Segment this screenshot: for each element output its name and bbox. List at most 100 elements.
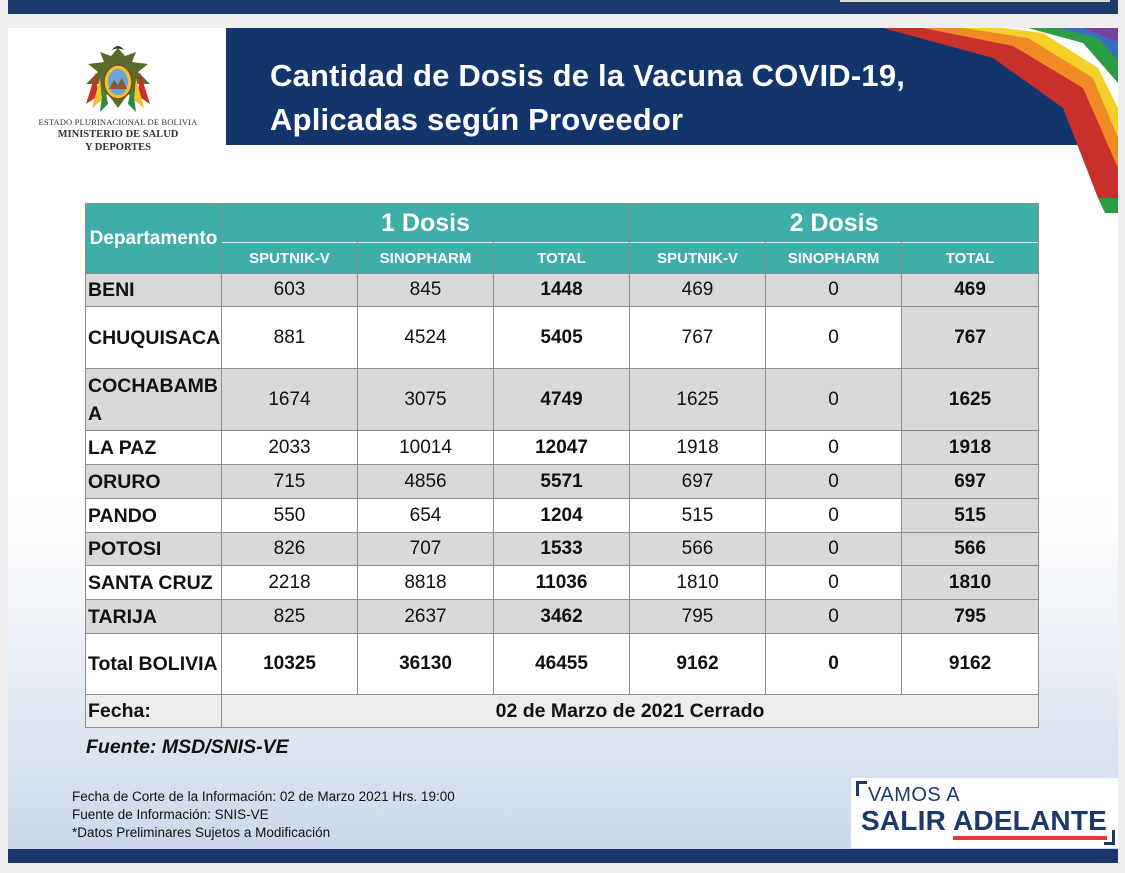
cell-d2-sinopharm: 0 <box>765 532 903 566</box>
page-title: Cantidad de Dosis de la Vacuna COVID-19,… <box>270 58 906 137</box>
footnotes: Fecha de Corte de la Información: 02 de … <box>72 788 455 842</box>
top-bar-notch <box>840 0 1110 2</box>
department-name: LA PAZ <box>85 430 222 465</box>
cell-d1-total: 3462 <box>492 599 631 634</box>
total-row: Total BOLIVIA 10325 36130 46455 9162 0 9… <box>85 633 1040 695</box>
cell-d1-sinopharm: 3075 <box>357 368 494 431</box>
subheader-d1-total: TOTAL <box>492 242 631 274</box>
cell-d1-sputnik: 1674 <box>221 368 358 431</box>
table-row: BENI 603 845 1448 469 0 469 <box>85 273 1040 307</box>
subheader-d1-sputnik: SPUTNIK-V <box>221 242 358 274</box>
total-d2-sinopharm: 0 <box>765 633 903 695</box>
cell-d2-sinopharm: 0 <box>765 306 903 369</box>
subheader-d2-sinopharm: SINOPHARM <box>765 242 903 274</box>
date-value: 02 de Marzo de 2021 Cerrado <box>220 694 1040 728</box>
bracket-icon <box>1104 830 1115 845</box>
top-bar <box>8 0 1118 14</box>
cell-d1-sputnik: 881 <box>221 306 358 369</box>
source-caption: Fuente: MSD/SNIS-VE <box>86 736 289 758</box>
bottom-stripe <box>8 849 1118 863</box>
cell-d2-total: 566 <box>901 532 1040 566</box>
cell-d2-sputnik: 795 <box>629 599 767 634</box>
table-row: POTOSI 826 707 1533 566 0 566 <box>85 532 1040 566</box>
table-row: CHUQUISACA 881 4524 5405 767 0 767 <box>85 306 1040 369</box>
total-d2-sputnik: 9162 <box>629 633 767 695</box>
cell-d1-sputnik: 826 <box>221 532 358 566</box>
table-row: SANTA CRUZ 2218 8818 11036 1810 0 1810 <box>85 565 1040 600</box>
subheader-d2-total: TOTAL <box>901 242 1040 274</box>
cell-d1-sinopharm: 8818 <box>357 565 494 600</box>
logo-ministry-name-2: Y DEPORTES <box>84 142 152 153</box>
department-name: COCHABAMBA <box>85 368 222 431</box>
cell-d2-sputnik: 1810 <box>629 565 767 600</box>
campaign-line1: VAMOS A <box>868 784 961 806</box>
table-row: PANDO 550 654 1204 515 0 515 <box>85 498 1040 533</box>
campaign-logo: VAMOS A SALIR ADELANTE <box>851 778 1118 848</box>
cell-d1-total: 4749 <box>492 368 631 431</box>
cell-d2-sinopharm: 0 <box>765 368 903 431</box>
slide: ESTADO PLURINACIONAL DE BOLIVIA MINISTER… <box>8 28 1118 863</box>
cell-d1-total: 1204 <box>492 498 631 533</box>
footnote-disclaimer: *Datos Preliminares Sujetos a Modificaci… <box>72 825 331 840</box>
table-row: LA PAZ 2033 10014 12047 1918 0 1918 <box>85 430 1040 465</box>
subheader-d2-sputnik: SPUTNIK-V <box>629 242 767 274</box>
cell-d2-total: 697 <box>901 464 1040 499</box>
campaign-word-salir: SALIR <box>861 805 953 836</box>
first-dose-header: 1 Dosis <box>220 203 631 243</box>
total-d1-total: 46455 <box>492 633 631 695</box>
vaccine-doses-table: Departamento 1 Dosis 2 Dosis SPUTNIK-V S… <box>85 203 1040 728</box>
cell-d1-sinopharm: 10014 <box>357 430 494 465</box>
cell-d1-total: 11036 <box>492 565 631 600</box>
cell-d2-sputnik: 767 <box>629 306 767 369</box>
subheader-d1-sinopharm: SINOPHARM <box>357 242 494 274</box>
cell-d1-sinopharm: 707 <box>357 532 494 566</box>
second-dose-header: 2 Dosis <box>629 203 1040 243</box>
cell-d2-total: 1810 <box>901 565 1040 600</box>
cell-d1-sputnik: 603 <box>221 273 358 307</box>
cell-d2-sputnik: 697 <box>629 464 767 499</box>
logo-state-name: ESTADO PLURINACIONAL DE BOLIVIA <box>38 117 198 127</box>
cell-d2-total: 767 <box>901 306 1040 369</box>
table-row: TARIJA 825 2637 3462 795 0 795 <box>85 599 1040 634</box>
department-name: ORURO <box>85 464 222 499</box>
cell-d1-sputnik: 715 <box>221 464 358 499</box>
cell-d1-total: 5571 <box>492 464 631 499</box>
cell-d2-sinopharm: 0 <box>765 430 903 465</box>
cell-d1-total: 1448 <box>492 273 631 307</box>
cell-d1-sinopharm: 4524 <box>357 306 494 369</box>
cell-d2-sinopharm: 0 <box>765 565 903 600</box>
date-row: Fecha: 02 de Marzo de 2021 Cerrado <box>85 694 1040 728</box>
cell-d1-sinopharm: 845 <box>357 273 494 307</box>
cell-d1-total: 12047 <box>492 430 631 465</box>
bracket-icon <box>856 781 867 796</box>
cell-d2-sinopharm: 0 <box>765 273 903 307</box>
cell-d2-sinopharm: 0 <box>765 464 903 499</box>
cell-d1-sputnik: 2033 <box>221 430 358 465</box>
table-row: COCHABAMBA 1674 3075 4749 1625 0 1625 <box>85 368 1040 431</box>
cell-d1-sputnik: 550 <box>221 498 358 533</box>
total-d1-sputnik: 10325 <box>221 633 358 695</box>
cell-d1-sinopharm: 654 <box>357 498 494 533</box>
ministry-logo: ESTADO PLURINACIONAL DE BOLIVIA MINISTER… <box>8 28 226 178</box>
cell-d1-sputnik: 825 <box>221 599 358 634</box>
cell-d2-sinopharm: 0 <box>765 599 903 634</box>
cell-d2-sputnik: 1918 <box>629 430 767 465</box>
cell-d1-sputnik: 2218 <box>221 565 358 600</box>
cell-d2-sputnik: 469 <box>629 273 767 307</box>
footnote-cutoff-date: Fecha de Corte de la Información: 02 de … <box>72 789 455 804</box>
cell-d1-total: 1533 <box>492 532 631 566</box>
total-d2-total: 9162 <box>901 633 1040 695</box>
cell-d2-sinopharm: 0 <box>765 498 903 533</box>
department-name: CHUQUISACA <box>85 306 222 369</box>
cell-d2-total: 469 <box>901 273 1040 307</box>
cell-d1-sinopharm: 2637 <box>357 599 494 634</box>
footnote-source: Fuente de Información: SNIS-VE <box>72 807 269 822</box>
department-name: BENI <box>85 273 222 307</box>
cell-d2-total: 1918 <box>901 430 1040 465</box>
logo-ministry-name: MINISTERIO DE SALUD <box>57 129 179 140</box>
total-label: Total BOLIVIA <box>85 633 222 695</box>
cell-d2-total: 1625 <box>901 368 1040 431</box>
department-name: PANDO <box>85 498 222 533</box>
department-name: POTOSI <box>85 532 222 566</box>
wiphala-decoration <box>883 28 1118 213</box>
